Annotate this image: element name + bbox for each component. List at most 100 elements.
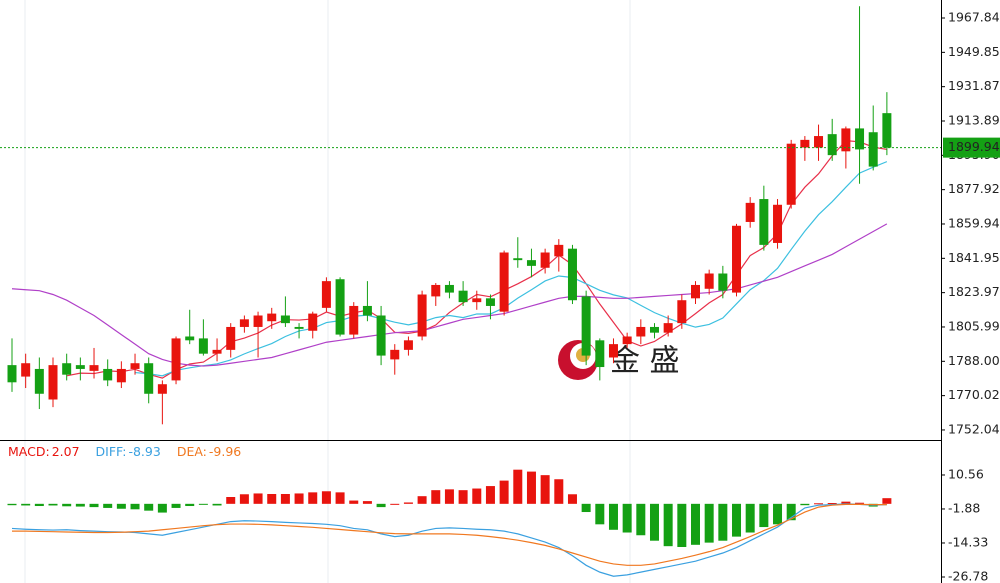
legend-entry: DEA: -9.96 [177, 444, 241, 459]
macd-bar [704, 503, 714, 543]
macd-bar [595, 503, 605, 525]
macd-line [11, 503, 887, 577]
candle-body [554, 244, 564, 257]
macd-bar [663, 503, 673, 547]
macd-bar [855, 502, 865, 504]
candle-body [649, 326, 659, 333]
y-tick-label: 1752.04 [948, 421, 1000, 436]
candle-body [704, 273, 714, 289]
candle-body [786, 143, 796, 205]
y-tick-label: -1.88 [948, 500, 980, 515]
macd-bar [745, 503, 755, 533]
macd-bar [814, 503, 824, 505]
macd-bar [677, 503, 687, 547]
macd-bar [458, 490, 468, 504]
macd-bar [212, 503, 222, 506]
candle-body [855, 128, 865, 150]
macd-bar [185, 503, 195, 507]
macd-bar [157, 503, 167, 513]
candle-body [431, 284, 441, 297]
candle-body [349, 305, 359, 335]
macd-bar [732, 503, 742, 537]
candle-body [198, 338, 208, 354]
candle-body [759, 199, 769, 245]
macd-bar [280, 493, 290, 504]
candle-body [144, 363, 154, 394]
candle-body [677, 300, 687, 324]
macd-bar [89, 503, 99, 508]
macd-bar [773, 503, 783, 525]
candle-body [376, 315, 386, 356]
y-tick-label: 1931.87 [948, 78, 1000, 93]
macd-bar [718, 503, 728, 541]
candle-body [62, 363, 72, 375]
candle-body [444, 284, 454, 293]
legend-value: -9.96 [209, 444, 241, 459]
candle-body [157, 384, 167, 394]
macd-bar [513, 469, 523, 504]
macd-bar [567, 494, 577, 504]
macd-legend: MACD: 2.07 DIFF: -8.93 DEA: -9.96 [8, 444, 241, 459]
legend-entry: MACD: 2.07 [8, 444, 80, 459]
last-price-label: 1899.94 [948, 139, 1000, 154]
candle-body [485, 298, 495, 306]
candle-body [294, 326, 304, 329]
macd-bar [608, 503, 618, 530]
macd-bar [526, 471, 536, 504]
macd-bar [431, 490, 441, 504]
macd-bar [376, 503, 386, 508]
y-tick-label: 1877.92 [948, 181, 1000, 196]
candle-body [239, 319, 249, 327]
macd-bar [62, 503, 72, 507]
macd-bar [390, 503, 400, 505]
macd-bar [103, 503, 113, 508]
legend-value: -8.93 [128, 444, 160, 459]
watermark: 金 盛 [610, 344, 680, 379]
candle-body [390, 349, 400, 360]
macd-bar [800, 503, 810, 506]
y-tick-label: 1788.00 [948, 353, 1000, 368]
candle-body [267, 313, 277, 322]
macd-bar [759, 503, 769, 528]
macd-bar [349, 500, 359, 504]
candle-body [636, 326, 646, 337]
macd-bar [171, 503, 181, 508]
candle-body [827, 134, 837, 156]
moving-average [11, 223, 888, 367]
y-tick-label: 1949.85 [948, 44, 1000, 59]
macd-bar [362, 501, 372, 504]
macd-line [12, 503, 887, 566]
candle-body [882, 113, 892, 148]
y-tick-label: 10.56 [948, 466, 984, 481]
last-price-box [943, 137, 1000, 158]
candle-body [335, 279, 345, 335]
candle-body [253, 315, 263, 327]
candle-body [171, 338, 181, 381]
candle-body [841, 128, 851, 152]
macd-bar [198, 503, 208, 505]
candle-body [48, 365, 58, 400]
macd-bar [75, 503, 85, 507]
macd-bar [253, 493, 263, 504]
macd-bar [444, 489, 454, 504]
macd-bar [841, 501, 851, 504]
y-tick-label: 1770.02 [948, 387, 1000, 402]
y-tick-label: 1823.97 [948, 284, 1000, 299]
legend-name: DEA: [177, 444, 207, 459]
macd-bar [581, 503, 591, 513]
macd-bar [308, 492, 318, 504]
y-tick-label: -26.78 [948, 568, 988, 583]
candle-body [526, 260, 536, 266]
macd-bar [130, 503, 140, 510]
macd-bar [335, 492, 345, 504]
candle-body [403, 340, 413, 350]
macd-bar [239, 494, 249, 504]
candle-body [226, 326, 236, 350]
candle-body [622, 336, 632, 345]
logo [558, 340, 598, 380]
candle-body [7, 365, 17, 383]
macd-bar [622, 503, 632, 533]
candle-body [75, 365, 85, 369]
legend-name: MACD: [8, 444, 50, 459]
